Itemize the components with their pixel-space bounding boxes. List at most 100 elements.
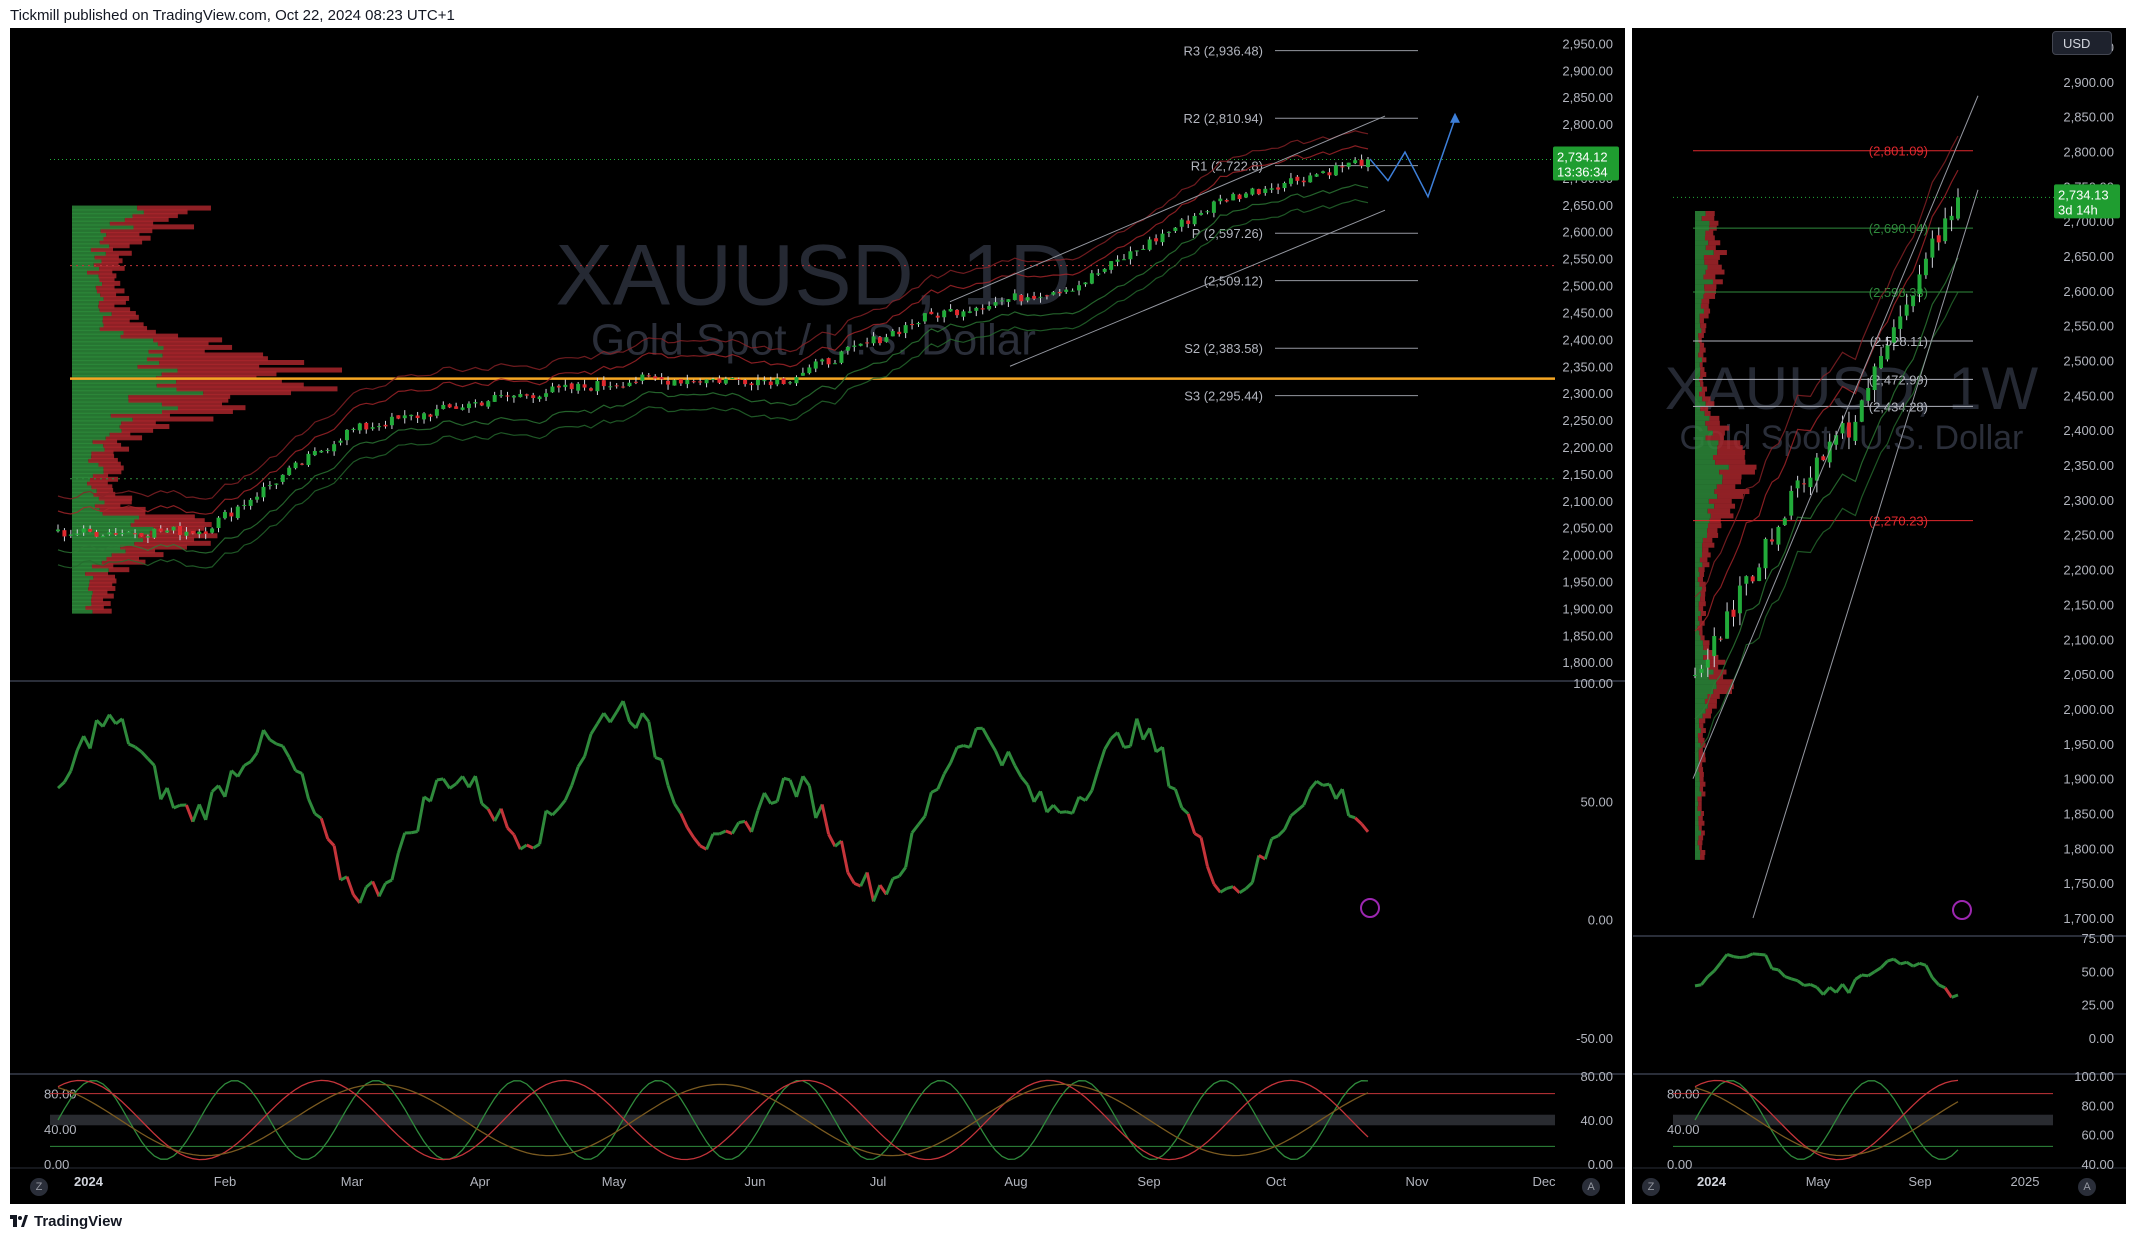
- currency-button[interactable]: USD: [2052, 31, 2112, 55]
- left-volume-profile: [72, 205, 343, 614]
- left-candle-body: [839, 351, 844, 363]
- left-osc1-segment: [647, 721, 657, 758]
- right-profile-buy-bar: [1695, 357, 1702, 363]
- tradingview-logo[interactable]: TradingView: [10, 1213, 122, 1230]
- left-candle-body: [120, 532, 125, 534]
- left-candle-body: [1121, 259, 1126, 261]
- right-profile-sell-bar: [1700, 810, 1705, 816]
- right-price-tick: 2,350.00: [2063, 458, 2114, 473]
- left-profile-sell-bar: [110, 412, 170, 418]
- right-profile-buy-bar: [1695, 259, 1705, 265]
- left-candle-body: [1366, 159, 1370, 168]
- left-osc1-segment: [1219, 887, 1228, 894]
- left-profile-sell-bar: [134, 518, 205, 524]
- right-profile-buy-bar: [1695, 835, 1699, 841]
- right-profile-sell-bar: [1699, 391, 1706, 397]
- right-profile-sell-bar: [1701, 357, 1707, 363]
- auto-scale-icon[interactable]: A: [1582, 1178, 1600, 1196]
- left-profile-buy-bar: [72, 424, 120, 430]
- right-profile-sell-bar: [1698, 601, 1706, 607]
- left-osc1-segment: [1078, 795, 1087, 802]
- right-profile-sell-bar: [1708, 523, 1722, 529]
- left-profile-sell-bar: [137, 363, 260, 369]
- left-candle-body: [749, 383, 754, 386]
- right-profile-buy-bar: [1695, 693, 1708, 699]
- left-osc1-segment: [461, 775, 471, 789]
- left-candle-body: [640, 374, 645, 381]
- left-osc1-segment: [1309, 780, 1318, 790]
- left-candle-body: [505, 395, 510, 397]
- left-profile-sell-bar: [177, 367, 343, 373]
- left-osc1-tick: -50.00: [1576, 1031, 1613, 1046]
- right-level-label: (2,528.11): [1870, 334, 1928, 349]
- right-profile-buy-bar: [1695, 576, 1698, 582]
- auto-scale-icon-weekly[interactable]: A: [2078, 1178, 2096, 1196]
- left-profile-sell-bar: [98, 299, 126, 305]
- left-profile-buy-bar: [72, 450, 92, 456]
- left-candle-body: [434, 409, 439, 416]
- left-candle-body: [1141, 248, 1146, 250]
- right-profile-sell-bar: [1705, 435, 1724, 441]
- left-profile-sell-bar: [111, 552, 164, 558]
- left-price-tick: 2,450.00: [1562, 305, 1613, 320]
- left-candle-body: [267, 485, 272, 487]
- left-osc1-segment: [923, 792, 933, 817]
- right-profile-buy-bar: [1695, 240, 1709, 246]
- left-osc1-segment: [1059, 810, 1067, 814]
- left-osc1-segment: [1206, 865, 1216, 885]
- right-profile-buy-bar: [1695, 410, 1705, 416]
- left-candle-body: [486, 401, 491, 407]
- right-upper-band-outer: [1694, 135, 1959, 598]
- right-candle-body: [1879, 355, 1884, 369]
- left-profile-buy-bar: [72, 288, 97, 294]
- right-osc1-segment: [1899, 960, 1908, 966]
- left-osc1-segment: [576, 755, 586, 768]
- left-price-tick: 2,900.00: [1562, 63, 1613, 78]
- left-profile-buy-bar: [72, 601, 92, 607]
- right-profile-sell-bar: [1702, 586, 1707, 592]
- right-last-price-badge: [2054, 184, 2120, 219]
- left-candle-body: [1288, 178, 1293, 184]
- left-candle-body: [569, 383, 574, 390]
- zoom-icon[interactable]: Z: [30, 1178, 48, 1196]
- left-profile-buy-bar: [72, 397, 129, 403]
- right-profile-sell-bar: [1703, 308, 1711, 314]
- left-candle-body: [723, 378, 728, 384]
- right-osc1-segment: [1809, 983, 1818, 989]
- right-profile-buy-bar: [1695, 732, 1698, 738]
- zoom-icon-weekly[interactable]: Z: [1642, 1178, 1660, 1196]
- left-profile-sell-bar: [85, 570, 109, 576]
- left-profile-sell-bar: [98, 273, 117, 279]
- left-profile-sell-bar: [98, 461, 121, 467]
- left-osc1-segment: [448, 782, 458, 790]
- right-candle-body: [1731, 609, 1736, 617]
- left-osc1-segment: [1322, 782, 1330, 787]
- right-candle-body: [1814, 457, 1819, 481]
- right-watermark-symbol: XAUUSD, 1W: [1665, 355, 2039, 422]
- left-candle-body: [1321, 171, 1326, 174]
- right-price-tick: 1,700.00: [2063, 911, 2114, 926]
- right-osc1-segment: [1784, 975, 1792, 981]
- right-profile-sell-bar: [1722, 479, 1742, 485]
- right-profile-sell-bar: [1716, 679, 1734, 685]
- right-profile-sell-bar: [1708, 674, 1724, 680]
- right-candle-body: [1866, 387, 1871, 401]
- left-profile-sell-bar: [96, 488, 114, 494]
- left-profile-buy-bar: [72, 269, 88, 275]
- right-osc1-segment: [1867, 970, 1876, 978]
- right-profile-buy-bar: [1695, 596, 1701, 602]
- left-osc1-segment: [63, 770, 73, 783]
- left-candle-body: [1353, 160, 1358, 164]
- right-profile-sell-bar: [1722, 474, 1742, 480]
- right-profile-sell-bar: [1712, 454, 1745, 460]
- left-price-tick: 2,400.00: [1562, 332, 1613, 347]
- left-candle-body: [1012, 293, 1017, 300]
- right-profile-buy-bar: [1695, 430, 1713, 436]
- left-profile-sell-bar: [89, 578, 117, 584]
- left-osc1-segment: [416, 796, 426, 832]
- left-osc1-segment: [859, 871, 869, 887]
- right-osc2-tick-left: 40.00: [1667, 1122, 1700, 1137]
